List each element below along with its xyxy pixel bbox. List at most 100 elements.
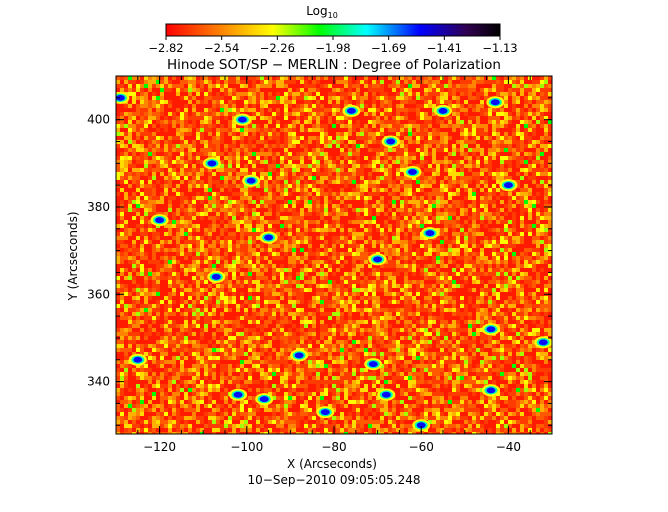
heatmap-cell bbox=[432, 240, 436, 244]
heatmap-cell bbox=[460, 228, 464, 232]
heatmap-cell bbox=[396, 236, 400, 240]
heatmap-cell bbox=[460, 248, 464, 252]
heatmap-cell bbox=[460, 180, 464, 184]
heatmap-cell bbox=[376, 192, 380, 196]
heatmap-cell bbox=[184, 156, 188, 160]
heatmap-cell bbox=[520, 212, 524, 216]
heatmap-cell bbox=[512, 116, 516, 120]
heatmap-cell bbox=[148, 244, 152, 248]
heatmap-cell bbox=[188, 164, 192, 168]
heatmap-cell bbox=[524, 172, 528, 176]
heatmap-cell bbox=[332, 256, 336, 260]
heatmap-cell bbox=[504, 216, 508, 220]
heatmap-cell bbox=[160, 92, 164, 96]
heatmap-cell bbox=[388, 148, 392, 152]
heatmap-cell bbox=[116, 148, 120, 152]
heatmap-cell bbox=[276, 284, 280, 288]
heatmap-cell bbox=[424, 216, 428, 220]
heatmap-cell bbox=[452, 168, 456, 172]
heatmap-cell bbox=[428, 176, 432, 180]
heatmap-cell bbox=[284, 136, 288, 140]
heatmap-cell bbox=[376, 80, 380, 84]
heatmap-cell bbox=[528, 144, 532, 148]
heatmap-cell bbox=[312, 200, 316, 204]
heatmap-cell bbox=[416, 80, 420, 84]
heatmap-cell bbox=[296, 112, 300, 116]
heatmap-cell bbox=[280, 264, 284, 268]
heatmap-cell bbox=[412, 272, 416, 276]
heatmap-cell bbox=[260, 152, 264, 156]
heatmap-cell bbox=[408, 216, 412, 220]
heatmap-cell bbox=[444, 240, 448, 244]
heatmap-cell bbox=[232, 236, 236, 240]
heatmap-cell bbox=[296, 76, 300, 80]
heatmap-cell bbox=[236, 152, 240, 156]
heatmap-cell bbox=[204, 180, 208, 184]
heatmap-cell bbox=[364, 180, 368, 184]
heatmap-cell bbox=[128, 180, 132, 184]
heatmap-cell bbox=[300, 248, 304, 252]
heatmap-cell bbox=[352, 136, 356, 140]
heatmap-cell bbox=[216, 168, 220, 172]
heatmap-cell bbox=[188, 248, 192, 252]
heatmap-cell bbox=[376, 144, 380, 148]
heatmap-cell bbox=[548, 232, 552, 236]
heatmap-cell bbox=[356, 156, 360, 160]
heatmap-cell bbox=[280, 220, 284, 224]
heatmap-cell bbox=[504, 92, 508, 96]
heatmap-cell bbox=[256, 80, 260, 84]
heatmap-cell bbox=[280, 120, 284, 124]
heatmap-cell bbox=[236, 280, 240, 284]
heatmap-cell bbox=[332, 140, 336, 144]
heatmap-cell bbox=[404, 196, 408, 200]
heatmap-cell bbox=[292, 172, 296, 176]
heatmap-cell bbox=[516, 168, 520, 172]
heatmap-cell bbox=[364, 196, 368, 200]
heatmap-cell bbox=[168, 164, 172, 168]
heatmap-cell bbox=[136, 272, 140, 276]
heatmap-cell bbox=[480, 280, 484, 284]
heatmap-cell bbox=[316, 156, 320, 160]
heatmap-cell bbox=[284, 84, 288, 88]
heatmap-cell bbox=[416, 184, 420, 188]
heatmap-cell bbox=[184, 216, 188, 220]
heatmap-cell bbox=[456, 188, 460, 192]
heatmap-cell bbox=[288, 168, 292, 172]
heatmap-cell bbox=[480, 136, 484, 140]
heatmap-cell bbox=[308, 208, 312, 212]
heatmap-cell bbox=[484, 168, 488, 172]
heatmap-cell bbox=[188, 76, 192, 80]
heatmap-cell bbox=[492, 192, 496, 196]
heatmap-cell bbox=[308, 148, 312, 152]
heatmap-cell bbox=[120, 140, 124, 144]
heatmap-cell bbox=[436, 152, 440, 156]
heatmap-cell bbox=[236, 216, 240, 220]
heatmap-cell bbox=[304, 180, 308, 184]
heatmap-cell bbox=[220, 172, 224, 176]
heatmap-cell bbox=[256, 232, 260, 236]
heatmap-cell bbox=[444, 132, 448, 136]
heatmap-cell bbox=[464, 100, 468, 104]
heatmap-cell bbox=[488, 80, 492, 84]
heatmap-cell bbox=[136, 116, 140, 120]
heatmap-cell bbox=[408, 288, 412, 292]
heatmap-cell bbox=[488, 268, 492, 272]
heatmap-cell bbox=[544, 128, 548, 132]
heatmap-cell bbox=[332, 116, 336, 120]
heatmap-cell bbox=[544, 276, 548, 280]
heatmap-cell bbox=[136, 236, 140, 240]
heatmap-cell bbox=[396, 152, 400, 156]
heatmap-cell bbox=[272, 184, 276, 188]
heatmap-cell bbox=[176, 144, 180, 148]
heatmap-cell bbox=[348, 184, 352, 188]
heatmap-cell bbox=[304, 236, 308, 240]
heatmap-cell bbox=[348, 152, 352, 156]
heatmap-cell bbox=[260, 172, 264, 176]
heatmap-cell bbox=[548, 76, 552, 80]
heatmap-cell bbox=[440, 152, 444, 156]
heatmap-cell bbox=[368, 88, 372, 92]
heatmap-cell bbox=[380, 156, 384, 160]
heatmap-cell bbox=[200, 164, 204, 168]
heatmap-cell bbox=[324, 148, 328, 152]
heatmap-cell bbox=[416, 136, 420, 140]
